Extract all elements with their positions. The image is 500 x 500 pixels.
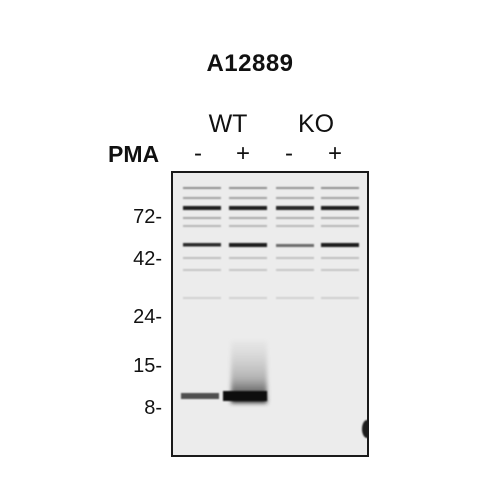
faint-mid-bands: [183, 217, 359, 227]
band-10kda: [181, 391, 267, 401]
blot-title: A12889: [206, 50, 294, 77]
band-45kda: [183, 243, 359, 247]
faint-top-bands: [183, 187, 359, 199]
marker-42: 42-: [133, 248, 162, 270]
edge-artifact: [362, 420, 367, 438]
lane-2-sign: +: [235, 140, 250, 167]
membrane-background: [173, 173, 367, 455]
lane-4-sign: +: [327, 140, 342, 167]
band-80kda: [183, 206, 359, 210]
group-label-ko: KO: [297, 110, 335, 138]
faint-low-bands: [183, 257, 359, 299]
marker-15: 15-: [133, 355, 162, 377]
treatment-label: PMA: [108, 141, 160, 167]
lane-1-sign: -: [194, 140, 202, 167]
marker-72: 72-: [133, 206, 162, 228]
marker-8: 8-: [144, 397, 162, 419]
lane-3-sign: -: [285, 140, 293, 167]
group-label-wt: WT: [208, 110, 248, 138]
marker-24: 24-: [133, 306, 162, 328]
western-blot-membrane: [171, 171, 369, 457]
blot-image: [173, 173, 367, 455]
